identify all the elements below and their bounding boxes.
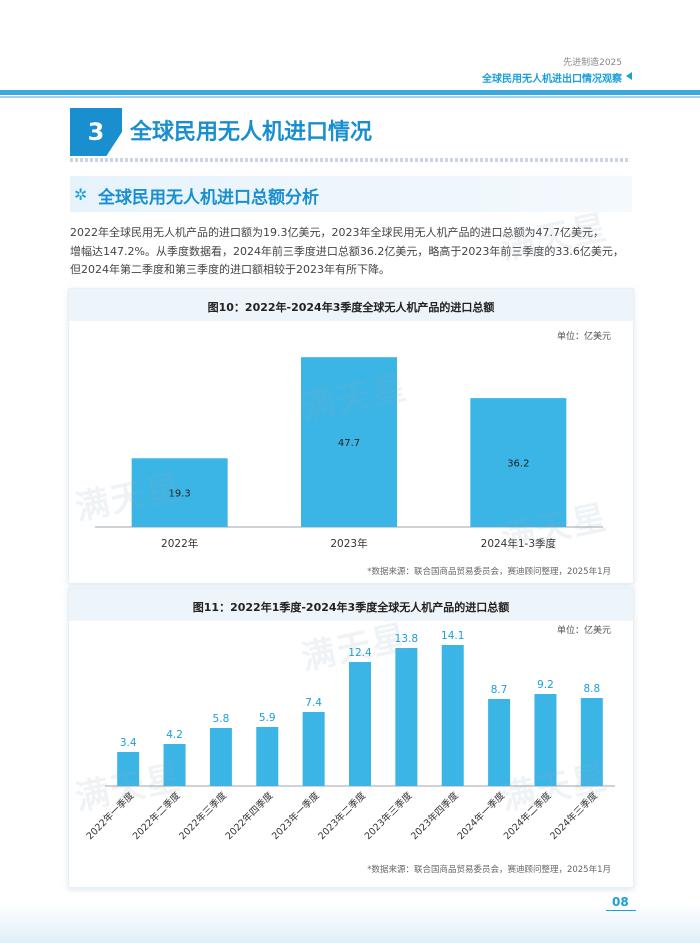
bar (117, 752, 140, 786)
header-divider (0, 90, 700, 95)
data-label: 7.4 (305, 697, 322, 709)
chart-card-fig10: 图10：2022年-2024年3季度全球无人机产品的进口总额 单位：亿美元 19… (68, 288, 634, 584)
data-label: 8.8 (583, 683, 600, 695)
header-divider-thin (0, 96, 700, 98)
x-tick-label: 2024年1-3季度 (481, 537, 557, 550)
data-label: 36.2 (507, 459, 529, 470)
x-tick-label: 2022年四季度 (223, 789, 276, 842)
paragraph-line: 2022年全球民用无人机产品的进口额为19.3亿美元，2023年全球民用无人机产… (70, 226, 604, 239)
bar (256, 727, 279, 786)
data-label: 13.8 (395, 633, 418, 645)
paragraph-line: 增幅达147.2%。从季度数据看，2024年前三季度进口总额36.2亿美元，略高… (70, 244, 624, 258)
subsection-band (70, 176, 632, 212)
chart-fig11: 3.42022年一季度4.22022年二季度5.82022年三季度5.92022… (84, 630, 615, 842)
data-label: 12.4 (348, 647, 372, 659)
section-rule (70, 158, 630, 162)
body-paragraph: 2022年全球民用无人机产品的进口额为19.3亿美元，2023年全球民用无人机产… (70, 224, 642, 280)
x-tick-label: 2023年二季度 (316, 789, 369, 842)
x-tick-label: 2023年四季度 (408, 789, 461, 842)
header-series: 先进制造2025 (563, 58, 622, 68)
bar (163, 744, 186, 786)
subsection-title: 全球民用无人机进口总额分析 (98, 188, 319, 208)
header-triangle-icon (626, 72, 632, 80)
data-label: 9.2 (537, 679, 554, 691)
page-number: 08 (612, 895, 629, 909)
section-number: 3 (70, 108, 122, 156)
chart-card-fig11: 图11：2022年1季度-2024年3季度全球无人机产品的进口总额 单位：亿美元… (68, 588, 634, 888)
chart-title: 图11：2022年1季度-2024年3季度全球无人机产品的进口总额 (192, 601, 510, 614)
bar (534, 694, 557, 786)
chart-title: 图10：2022年-2024年3季度全球无人机产品的进口总额 (207, 301, 495, 314)
bar (441, 645, 464, 786)
data-label: 5.8 (213, 713, 230, 725)
header-subtitle: 全球民用无人机进出口情况观察 (482, 74, 622, 85)
bar (131, 458, 228, 527)
footer-decoration (0, 903, 700, 943)
chart-unit: 单位：亿美元 (556, 332, 611, 342)
bar (470, 398, 567, 527)
chart-source: *数据来源：联合国商品贸易委员会，赛迪顾问整理，2025年1月 (367, 567, 611, 577)
chart-unit: 单位：亿美元 (556, 626, 611, 636)
x-tick-label: 2024年一季度 (455, 789, 508, 842)
x-tick-label: 2023年一季度 (269, 789, 322, 842)
data-label: 4.2 (166, 729, 183, 741)
data-label: 8.7 (491, 684, 508, 696)
chart-fig10: 19.3 2022年 47.7 2023年 36.2 2024年1-3季度 (95, 357, 603, 550)
bar (488, 699, 511, 786)
x-tick-label: 2023年 (330, 537, 367, 550)
data-label: 3.4 (120, 737, 137, 749)
data-label: 5.9 (259, 712, 276, 724)
gear-icon: ✲ (74, 185, 88, 204)
chart-title-band (69, 589, 633, 621)
data-label: 47.7 (338, 438, 360, 449)
bar (395, 648, 418, 786)
chart-title-band (69, 289, 633, 321)
paragraph-line: 但2024年第二季度和第三季度的进口额相较于2023年有所下降。 (70, 263, 390, 276)
bar (580, 698, 603, 786)
x-tick-label: 2022年 (161, 537, 198, 550)
section-title: 全球民用无人机进口情况 (130, 120, 373, 145)
data-label: 14.1 (441, 630, 464, 642)
bar (301, 357, 397, 527)
bar (349, 662, 371, 786)
page-number-underline (606, 910, 636, 911)
bar (302, 712, 325, 786)
data-label: 19.3 (169, 489, 191, 500)
chart-source: *数据来源：联合国商品贸易委员会，赛迪顾问整理，2025年1月 (367, 865, 611, 875)
x-tick-label: 2023年三季度 (362, 789, 415, 842)
bar (209, 728, 232, 786)
